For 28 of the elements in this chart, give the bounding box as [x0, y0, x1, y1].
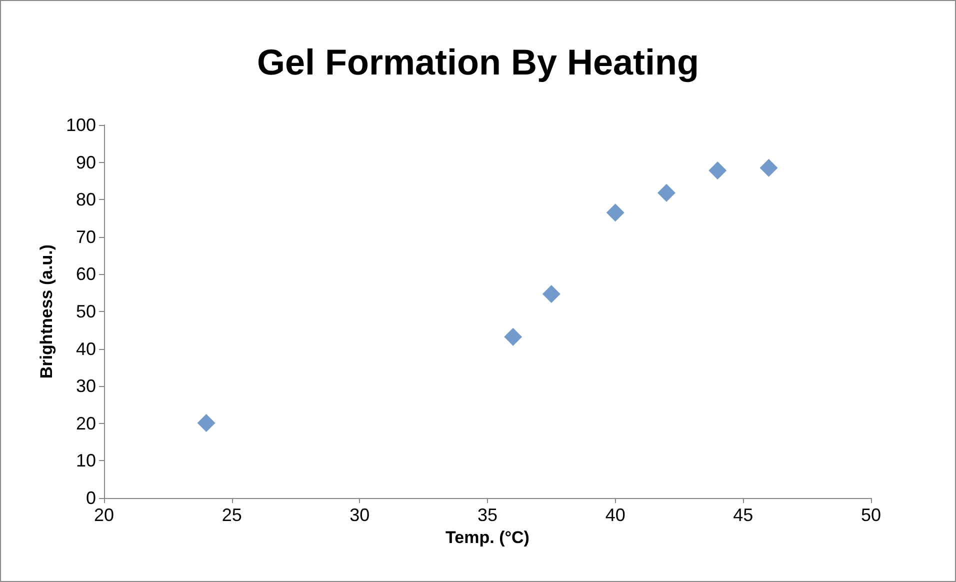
x-axis-title: Temp. (°C)	[446, 528, 530, 547]
point	[606, 204, 624, 222]
x-tick-label: 20	[94, 505, 114, 525]
y-tick-label: 0	[86, 488, 96, 508]
point	[760, 158, 778, 177]
point	[504, 328, 522, 346]
y-tick-label: 10	[76, 450, 96, 471]
y-tick-label: 50	[76, 302, 96, 322]
y-tick-label: 80	[76, 190, 96, 210]
y-tick-label: 20	[76, 413, 96, 434]
y-tick-label: 30	[76, 376, 96, 396]
x-tick-label: 40	[605, 505, 626, 525]
point	[197, 414, 216, 432]
chart-title: Gel Formation By Heating	[256, 42, 700, 82]
y-tick-label: 70	[76, 226, 96, 247]
point	[708, 162, 727, 180]
y-tick-label: 60	[76, 264, 96, 284]
x-tick-label: 30	[350, 505, 370, 525]
x-tick-label: 25	[222, 505, 242, 525]
y-tick-label: 100	[66, 115, 96, 135]
x-tick-label: 35	[477, 505, 498, 525]
y-axis-title: Brightness (a.u.)	[37, 244, 56, 379]
y-tick-label: 90	[76, 152, 96, 172]
y-tick-label: 40	[76, 338, 96, 359]
point	[542, 284, 560, 303]
x-tick-label: 45	[733, 505, 754, 525]
point	[657, 184, 676, 202]
x-tick-label: 50	[860, 505, 882, 525]
